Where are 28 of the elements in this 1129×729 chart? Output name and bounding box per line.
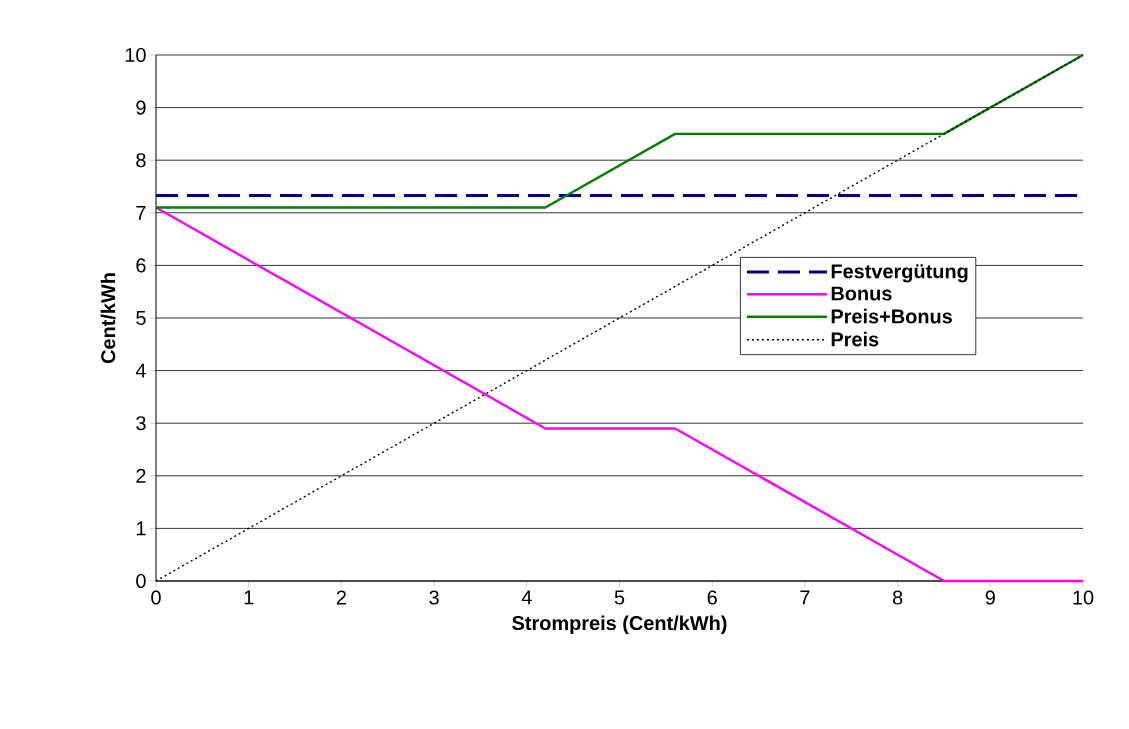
x-tick-label: 3 (429, 590, 439, 605)
x-tick-label: 5 (614, 590, 625, 605)
x-axis-title: Strompreis (Cent/kWh) (512, 615, 727, 635)
x-tick-label: 7 (800, 590, 810, 605)
y-tick-label: 0 (136, 573, 146, 589)
y-tick-label: 8 (136, 153, 146, 168)
legend-label: Bonus (831, 286, 892, 301)
y-tick-label: 7 (136, 205, 146, 220)
y-axis-title: Cent/kWh (100, 273, 116, 364)
y-tick-label: 6 (136, 258, 146, 273)
x-tick-label: 8 (892, 590, 903, 605)
x-tick-label: 0 (151, 590, 161, 605)
y-tick-label: 2 (136, 468, 146, 483)
legend-label: Festvergütung (831, 264, 968, 283)
y-tick-label: 10 (125, 47, 146, 63)
legend-label: Preis+Bonus (831, 308, 952, 324)
x-tick-label: 1 (244, 590, 254, 605)
y-tick-label: 4 (135, 363, 146, 378)
legend-label: Preis (831, 331, 879, 347)
x-tick-label: 4 (521, 590, 532, 605)
x-tick-label: 10 (1073, 590, 1094, 605)
y-tick-label: 1 (136, 521, 146, 536)
y-tick-label: 5 (136, 311, 146, 325)
x-tick-label: 2 (336, 590, 346, 605)
x-tick-label: 9 (985, 590, 995, 605)
y-tick-label: 9 (136, 100, 146, 115)
y-tick-label: 3 (136, 416, 146, 431)
x-tick-label: 6 (707, 590, 717, 605)
